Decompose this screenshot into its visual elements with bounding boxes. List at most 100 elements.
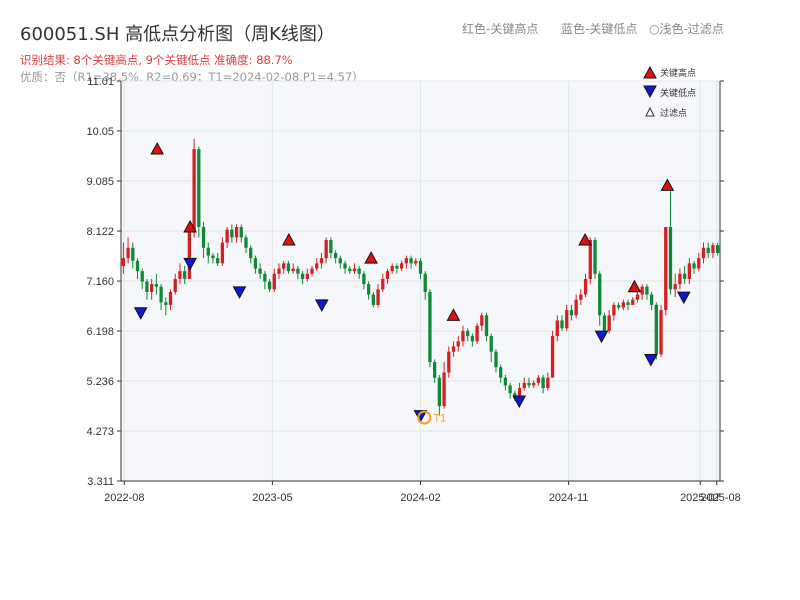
key-high-marker	[282, 232, 296, 246]
candle-body	[649, 294, 654, 305]
candle-body	[480, 315, 484, 326]
candle-body	[362, 273, 366, 285]
candle-body	[428, 291, 432, 363]
candle-body	[579, 294, 583, 300]
candle-body	[682, 273, 687, 279]
candle-body	[701, 247, 706, 259]
candle-body	[126, 247, 130, 259]
candle-body	[390, 265, 394, 272]
candle-body	[168, 291, 173, 305]
candle-body	[616, 304, 621, 308]
candle-body	[588, 239, 592, 279]
candle-body	[140, 271, 144, 282]
candle-body	[272, 273, 276, 290]
candle-body	[414, 260, 418, 264]
candle-body	[456, 341, 460, 347]
candle-body	[216, 258, 220, 264]
candle-body	[635, 294, 640, 300]
t1-circle	[417, 410, 432, 425]
candle-body	[253, 258, 258, 269]
candle-body	[201, 226, 206, 248]
candle-body	[305, 273, 309, 279]
key-low-marker	[133, 307, 148, 320]
x-tick-label: 2023-05	[252, 492, 292, 504]
candle-body	[187, 232, 192, 279]
candle-body	[300, 273, 305, 279]
candle-body	[230, 229, 234, 238]
key-point-markers: T1	[133, 142, 691, 425]
candle-body	[277, 268, 281, 274]
candle-body	[211, 255, 215, 259]
key-high-marker	[660, 178, 675, 191]
candle-body	[263, 273, 267, 282]
x-tick-label: 2024-02	[400, 492, 440, 504]
candle-body	[291, 268, 295, 272]
candle-body	[315, 263, 319, 269]
candle-body	[673, 284, 677, 290]
candle-body	[598, 273, 602, 316]
candle-body	[602, 315, 607, 331]
t1-label: T1	[433, 413, 446, 425]
candle-body	[333, 252, 338, 259]
candle-body	[399, 263, 404, 269]
candle-body	[159, 286, 163, 303]
candle-body	[244, 237, 248, 248]
candle-body	[522, 382, 526, 389]
candle-body	[121, 258, 126, 266]
candle-body	[484, 315, 489, 337]
candle-body	[640, 286, 644, 295]
candle-body	[286, 263, 291, 272]
y-tick-label: 9.085	[86, 176, 114, 188]
legend-item-label: 过滤点	[660, 107, 687, 119]
key-low-marker	[676, 291, 691, 305]
candle-body	[348, 268, 352, 272]
candle-body	[645, 286, 649, 295]
candle-body	[550, 336, 555, 378]
y-tick-label: 3.311	[87, 476, 114, 488]
candle-body	[404, 258, 409, 264]
legend-low-icon	[643, 85, 657, 99]
candle-body	[536, 377, 541, 383]
candle-body	[555, 320, 559, 337]
candle-body	[475, 325, 479, 342]
candle-body	[470, 336, 475, 342]
candle-body	[607, 315, 611, 331]
candle-body	[220, 242, 225, 264]
key-low-marker	[644, 353, 658, 367]
candle-body	[206, 247, 210, 256]
candle-body	[192, 149, 196, 233]
candle-body	[461, 330, 465, 342]
candle-body	[692, 263, 696, 269]
x-tick-label: 2024-11	[549, 492, 589, 504]
candle-body	[631, 299, 635, 305]
candle-body	[381, 278, 385, 290]
candle-body	[687, 263, 691, 279]
key-high-marker	[183, 219, 197, 233]
candle-body	[225, 229, 229, 243]
legend-item-label: 关键低点	[660, 87, 696, 99]
candle-body	[409, 258, 413, 264]
candle-body	[541, 377, 545, 389]
candle-body	[503, 377, 508, 386]
candle-body	[173, 278, 177, 292]
candle-body	[282, 263, 286, 269]
candle-body	[711, 245, 715, 253]
candle-body	[508, 385, 512, 394]
candle-body	[249, 247, 253, 259]
candle-body	[324, 239, 328, 259]
y-tick-label: 4.273	[86, 426, 114, 438]
candle-body	[451, 346, 456, 352]
candle-body	[494, 351, 498, 368]
candle-body	[376, 289, 380, 305]
y-tick-label: 8.122	[86, 226, 114, 238]
candle-body	[489, 336, 493, 352]
candle-body	[612, 304, 616, 316]
candle-body	[621, 302, 625, 308]
candle-body	[338, 258, 342, 264]
candle-body	[560, 320, 564, 329]
candle-body	[437, 377, 442, 407]
candle-body	[164, 302, 168, 305]
key-high-marker	[578, 232, 592, 246]
candle-body	[423, 273, 427, 292]
